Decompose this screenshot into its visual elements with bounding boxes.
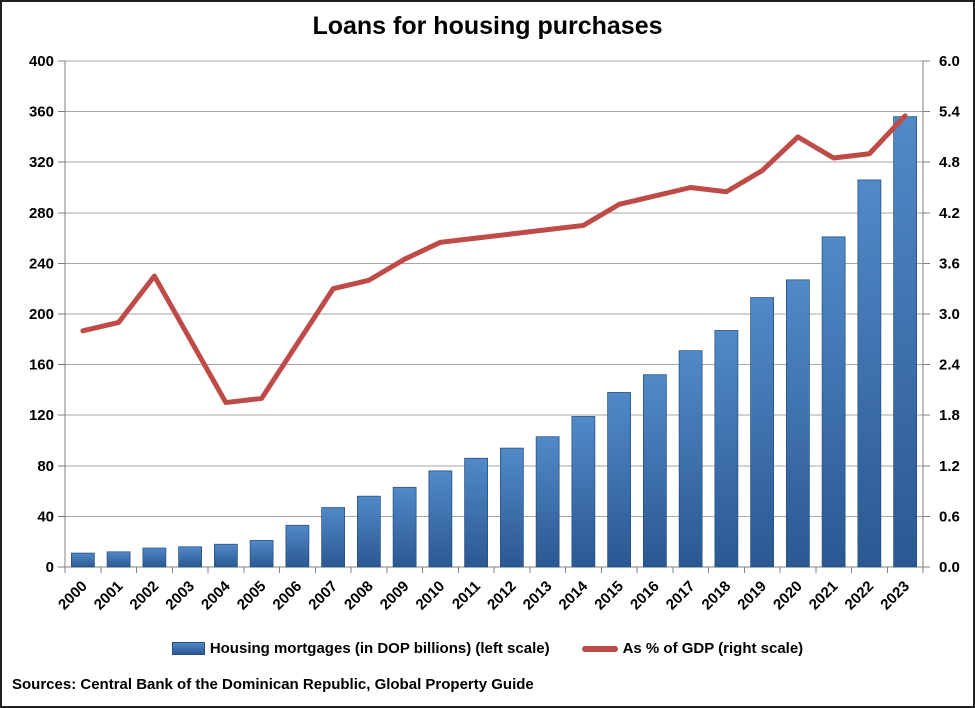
- left-axis-tick-label: 0: [46, 559, 54, 576]
- bar-2000: [71, 552, 95, 568]
- bar-2016: [643, 374, 667, 568]
- right-axis-tick-label: 0.6: [939, 508, 960, 525]
- x-axis-label-2008: 2008: [341, 578, 377, 614]
- x-axis-label-2014: 2014: [556, 577, 592, 613]
- bar-2001: [106, 551, 131, 568]
- left-axis-tick-label: 200: [29, 306, 54, 323]
- bar-2003: [178, 546, 202, 568]
- x-axis-label-2023: 2023: [877, 578, 913, 614]
- left-axis-tick-label: 280: [29, 205, 54, 222]
- x-axis-label-2013: 2013: [520, 578, 556, 614]
- bar-2021: [821, 236, 846, 568]
- legend-label-line: As % of GDP (right scale): [622, 640, 804, 657]
- bar-2013: [535, 436, 560, 568]
- bar-2015: [607, 392, 631, 568]
- line-series-swatch-icon: [581, 645, 618, 652]
- right-axis-tick-label: 2.4: [939, 357, 961, 374]
- bar-2005: [249, 540, 274, 568]
- x-axis-label-2012: 2012: [484, 578, 520, 614]
- x-axis-label-2017: 2017: [663, 578, 699, 614]
- right-axis-tick-label: 5.4: [939, 104, 961, 121]
- x-axis-label-2009: 2009: [377, 578, 413, 614]
- bar-2022: [857, 179, 882, 568]
- x-axis-label-2022: 2022: [842, 578, 878, 614]
- left-axis-tick-label: 400: [29, 53, 54, 70]
- left-axis-tick-label: 120: [29, 407, 54, 424]
- right-axis-tick-label: 4.2: [939, 205, 960, 222]
- legend-item-bars: Housing mortgages (in DOP billions) (lef…: [171, 640, 550, 657]
- bar-2007: [321, 507, 345, 568]
- left-axis-tick-label: 360: [29, 104, 54, 121]
- legend: Housing mortgages (in DOP billions) (lef…: [2, 640, 973, 657]
- right-axis-tick-label: 6.0: [939, 53, 960, 70]
- gdp-line: [80, 113, 908, 406]
- bar-2006: [285, 524, 310, 568]
- bar-2020: [786, 279, 810, 568]
- bar-2008: [357, 495, 381, 568]
- right-axis-tick-label: 1.2: [939, 458, 960, 475]
- x-axis-label-2001: 2001: [91, 578, 127, 614]
- bar-2014: [571, 416, 596, 568]
- chart-title: Loans for housing purchases: [312, 12, 663, 40]
- x-axis-label-2019: 2019: [734, 578, 770, 614]
- x-axis-label-2018: 2018: [699, 578, 735, 614]
- right-axis-tick-label: 4.8: [939, 154, 960, 171]
- bar-2010: [428, 470, 453, 568]
- x-axis-label-2011: 2011: [449, 578, 484, 613]
- x-axis-label-2010: 2010: [413, 578, 449, 614]
- bar-2012: [500, 447, 524, 568]
- bar-2018: [714, 330, 739, 568]
- x-axis-label-2016: 2016: [627, 578, 663, 614]
- right-axis-tick-label: 1.8: [939, 407, 960, 424]
- left-axis-tick-label: 160: [29, 357, 54, 374]
- x-axis-label-2007: 2007: [305, 578, 341, 614]
- left-axis-tick-label: 40: [37, 508, 54, 525]
- x-axis-label-2006: 2006: [270, 578, 306, 614]
- left-axis-tick-label: 240: [29, 255, 54, 272]
- bar-2002: [142, 547, 167, 568]
- bar-2017: [678, 350, 703, 568]
- left-axis-tick-label: 80: [37, 458, 54, 475]
- x-axis-label-2003: 2003: [162, 578, 198, 614]
- bar-2019: [750, 297, 774, 568]
- bar-2023: [893, 116, 917, 568]
- bar-2004: [214, 543, 238, 568]
- right-axis-tick-label: 3.6: [939, 255, 960, 272]
- right-axis-tick-label: 0.0: [939, 559, 960, 576]
- right-axis-tick-label: 3.0: [939, 306, 960, 323]
- source-note: Sources: Central Bank of the Dominican R…: [12, 676, 534, 693]
- legend-item-line: As % of GDP (right scale): [581, 640, 804, 657]
- x-axis-label-2015: 2015: [591, 578, 627, 614]
- x-axis-label-2020: 2020: [770, 578, 806, 614]
- bar-2009: [392, 486, 417, 568]
- x-axis-label-2005: 2005: [234, 578, 270, 614]
- bar-2011: [464, 457, 488, 568]
- bar-series-swatch-icon: [171, 642, 205, 655]
- x-axis-label-2000: 2000: [55, 578, 91, 614]
- x-axis-label-2002: 2002: [127, 578, 163, 614]
- legend-label-bars: Housing mortgages (in DOP billions) (lef…: [209, 640, 550, 657]
- x-axis-label-2004: 2004: [198, 577, 234, 613]
- left-axis-tick-label: 320: [29, 154, 54, 171]
- x-axis-label-2021: 2021: [806, 578, 842, 614]
